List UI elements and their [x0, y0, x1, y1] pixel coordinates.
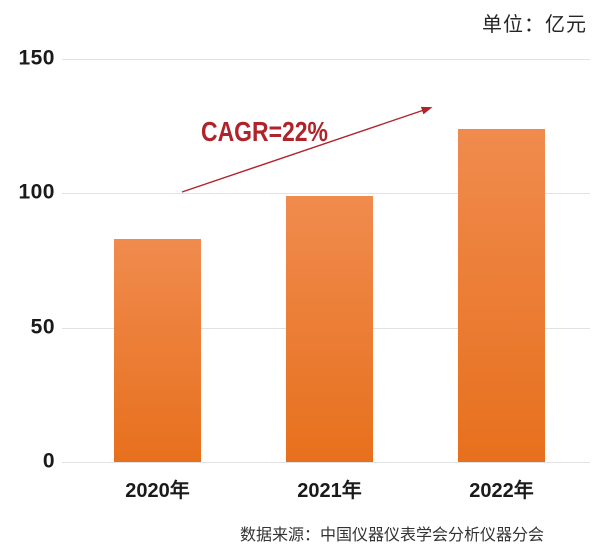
gridline-100 [62, 193, 590, 195]
bar-2020年 [114, 239, 201, 462]
x-label-2022年: 2022年 [469, 480, 534, 502]
cagr-annotation: CAGR=22% [201, 116, 328, 147]
plot-area [62, 59, 590, 463]
gridline-150 [62, 59, 590, 60]
unit-label: 单位：亿元 [482, 14, 587, 36]
y-tick-label-0: 0 [42, 449, 55, 473]
y-tick-label-150: 150 [18, 46, 55, 70]
bar-2021年 [286, 196, 373, 462]
gridline-0 [62, 462, 590, 463]
data-source-caption: 数据来源：中国仪器仪表学会分析仪器分会 [239, 527, 544, 544]
x-label-2021年: 2021年 [297, 480, 362, 502]
y-tick-label-100: 100 [18, 180, 55, 204]
bar-2022年 [458, 129, 545, 462]
x-label-2020年: 2020年 [125, 480, 190, 502]
y-tick-label-50: 50 [30, 315, 55, 339]
